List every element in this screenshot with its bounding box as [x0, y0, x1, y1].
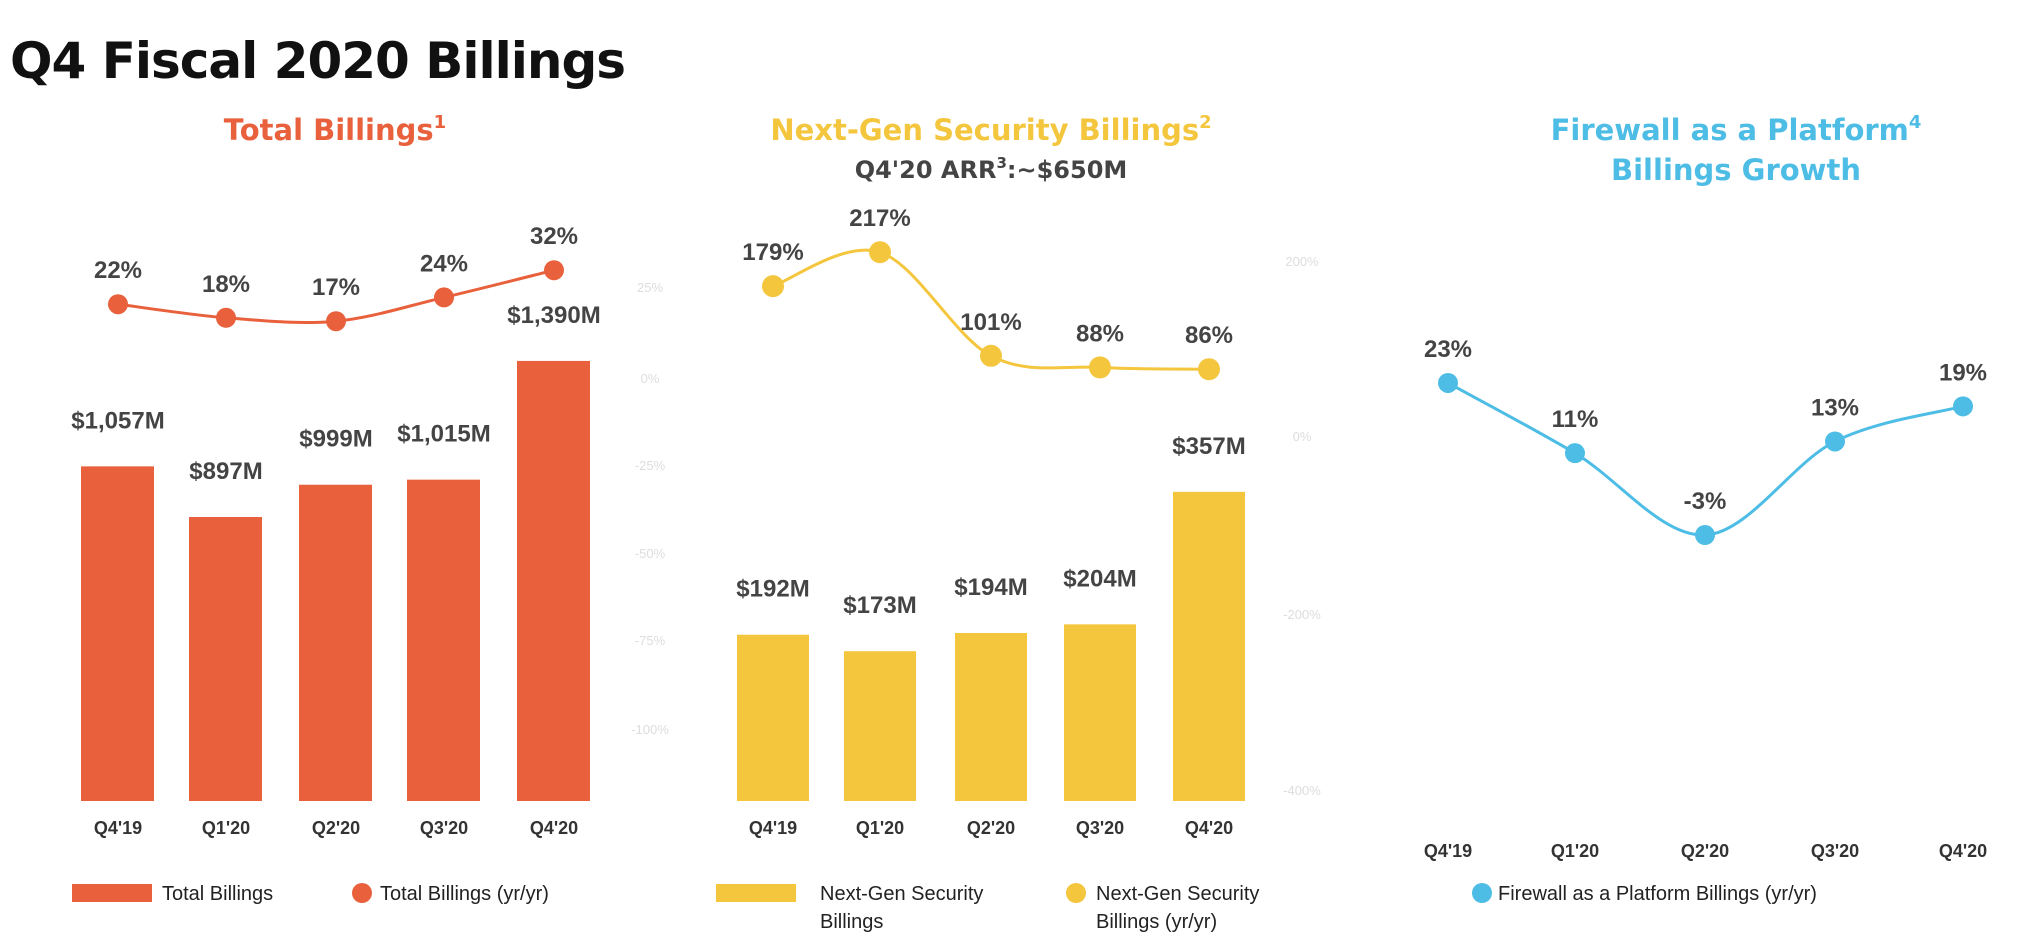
- ngs-billings-bar: [737, 634, 809, 801]
- ngs-yoy-point: [980, 344, 1002, 367]
- x-tick-label: Q1'20: [1551, 841, 1599, 861]
- ngs-yoy-point: [869, 241, 891, 264]
- ngs-billings-bar: [1173, 491, 1245, 801]
- x-tick-label: Q4'19: [1424, 841, 1472, 861]
- x-tick-label: Q2'20: [967, 818, 1015, 838]
- line-data-label: 11%: [1552, 406, 1599, 433]
- ngs-arr-subtitle: Q4'20 ARR3:~$650M: [855, 154, 1128, 184]
- fwp-yoy-point: [1695, 525, 1715, 546]
- line-data-label: 217%: [849, 205, 910, 232]
- line-data-label: 179%: [742, 239, 803, 266]
- total-billings-yoy-point: [434, 287, 454, 308]
- x-tick-label: Q3'20: [1076, 818, 1124, 838]
- line-data-label: 22%: [94, 257, 142, 284]
- line-data-label: 86%: [1185, 322, 1233, 349]
- total-billings-bar: [189, 517, 262, 801]
- legend-bar-swatch: [72, 884, 152, 902]
- total-billings-yoy-point: [326, 311, 346, 332]
- bar-data-label: $357M: [1172, 433, 1245, 460]
- x-tick-label: Q2'20: [1681, 841, 1729, 861]
- line-data-label: -3%: [1684, 488, 1727, 515]
- x-tick-label: Q1'20: [856, 818, 904, 838]
- line-data-label: 19%: [1939, 359, 1987, 386]
- ngs-billings-title: Next-Gen Security Billings2: [770, 112, 1211, 147]
- legend-label: Next-Gen Security: [820, 883, 983, 905]
- secondary-axis-tick: -75%: [635, 633, 666, 648]
- secondary-axis-tick: 0%: [1293, 429, 1312, 444]
- x-tick-label: Q4'19: [749, 818, 797, 838]
- line-data-label: 13%: [1811, 394, 1859, 421]
- x-tick-label: Q4'19: [94, 818, 142, 838]
- legend-label: Billings (yr/yr): [1096, 911, 1217, 933]
- bar-data-label: $173M: [843, 592, 916, 619]
- line-data-label: 101%: [960, 309, 1021, 336]
- bar-data-label: $999M: [299, 426, 372, 453]
- secondary-axis-tick: -100%: [631, 722, 669, 737]
- line-data-label: 18%: [202, 271, 250, 298]
- bar-data-label: $1,057M: [71, 407, 164, 434]
- fwp-title: Firewall as a Platform4: [1551, 112, 1922, 147]
- page-title: Q4 Fiscal 2020 Billings: [10, 32, 626, 90]
- line-data-label: 32%: [530, 223, 578, 250]
- total-billings-bar: [299, 484, 372, 801]
- legend-point-swatch: [1472, 883, 1492, 903]
- total-billings-bar: [81, 466, 154, 801]
- fwp-yoy-point: [1953, 396, 1973, 417]
- line-data-label: 88%: [1076, 320, 1124, 347]
- x-tick-label: Q3'20: [1811, 841, 1859, 861]
- x-tick-label: Q4'20: [1185, 818, 1233, 838]
- secondary-axis-tick: -50%: [635, 546, 666, 561]
- secondary-axis-tick: -25%: [635, 458, 666, 473]
- bar-data-label: $204M: [1063, 565, 1136, 592]
- line-data-label: 17%: [312, 274, 360, 301]
- fwp-title-line2: Billings Growth: [1611, 153, 1861, 187]
- legend-point-swatch: [1066, 883, 1086, 903]
- total-billings-yoy-point: [108, 294, 128, 315]
- fwp-yoy-point: [1825, 431, 1845, 452]
- fwp-yoy-point: [1438, 372, 1458, 393]
- bar-data-label: $192M: [736, 576, 809, 603]
- x-tick-label: Q4'20: [1939, 841, 1987, 861]
- total-billings-title: Total Billings1: [224, 112, 446, 147]
- ngs-yoy-point: [1089, 356, 1111, 379]
- bar-data-label: $1,015M: [397, 421, 490, 448]
- secondary-axis-tick: -400%: [1283, 783, 1321, 798]
- ngs-yoy-point: [1198, 358, 1220, 381]
- fwp-yoy-point: [1565, 443, 1585, 464]
- legend-label: Next-Gen Security: [1096, 883, 1259, 905]
- x-tick-label: Q1'20: [202, 818, 250, 838]
- total-billings-yoy-point: [544, 260, 564, 281]
- x-tick-label: Q3'20: [420, 818, 468, 838]
- line-data-label: 24%: [420, 250, 468, 277]
- ngs-billings-bar: [1064, 624, 1136, 801]
- secondary-axis-tick: -200%: [1283, 607, 1321, 622]
- secondary-axis-tick: 200%: [1285, 254, 1319, 269]
- legend-bar-swatch: [716, 884, 796, 902]
- ngs-yoy-point: [762, 275, 784, 298]
- total-billings-bar: [517, 360, 590, 801]
- bar-data-label: $897M: [189, 458, 262, 485]
- legend-label: Total Billings (yr/yr): [380, 883, 549, 905]
- x-tick-label: Q4'20: [530, 818, 578, 838]
- secondary-axis-tick: 0%: [641, 371, 660, 386]
- ngs-billings-bar: [955, 632, 1027, 801]
- line-data-label: 23%: [1424, 336, 1472, 363]
- legend-label: Total Billings: [162, 883, 273, 905]
- bar-data-label: $1,390M: [507, 302, 600, 329]
- legend-point-swatch: [352, 883, 372, 903]
- secondary-axis-tick: 25%: [637, 280, 663, 295]
- legend-label: Firewall as a Platform Billings (yr/yr): [1498, 883, 1817, 905]
- ngs-billings-bar: [844, 651, 916, 801]
- bar-data-label: $194M: [954, 574, 1027, 601]
- total-billings-bar: [407, 479, 480, 801]
- x-tick-label: Q2'20: [312, 818, 360, 838]
- legend-label: Billings: [820, 911, 883, 933]
- total-billings-yoy-point: [216, 307, 236, 328]
